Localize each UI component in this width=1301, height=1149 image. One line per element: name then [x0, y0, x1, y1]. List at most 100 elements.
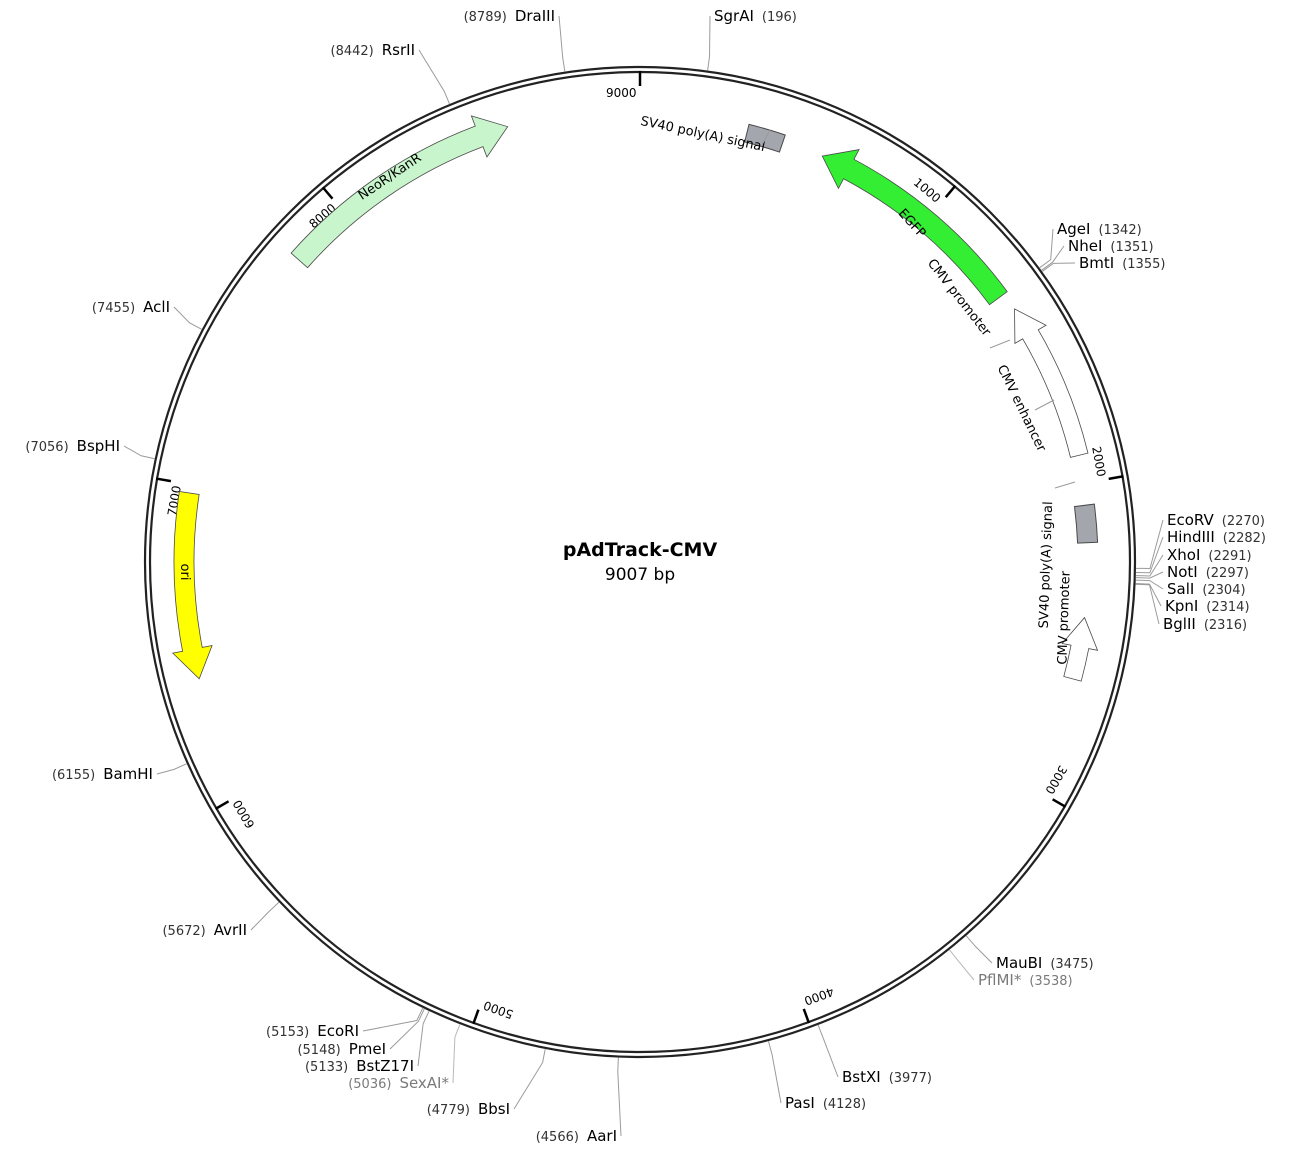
site-label-bglii[interactable]: BglII (2316) — [1163, 615, 1247, 633]
site-label-sgrai[interactable]: SgrAI (196) — [714, 7, 797, 25]
site-label-bbsi[interactable]: (4779) BbsI — [427, 1100, 510, 1118]
site-pos-noti: (2297) — [1206, 566, 1249, 581]
site-pos-ecori: (5153) — [266, 1025, 309, 1040]
tick-label-5000: 5000 — [482, 998, 515, 1022]
backbone-outer — [143, 65, 1137, 1059]
site-label-ecori[interactable]: (5153) EcoRI — [266, 1022, 359, 1040]
site-label-pasi[interactable]: PasI (4128) — [785, 1094, 866, 1112]
site-label-draiii[interactable]: (8789) DraIII — [464, 7, 555, 25]
tick-4000 — [802, 1008, 811, 1024]
leader-bmti — [1041, 262, 1076, 272]
site-label-bstz17i[interactable]: (5133) BstZ17I — [305, 1057, 414, 1075]
tick-7000 — [155, 477, 172, 483]
leader-bstz17i — [417, 1010, 430, 1067]
site-label-sexai[interactable]: (5036) SexAI* — [348, 1074, 449, 1092]
site-name-pflmi: PflMI* — [978, 971, 1022, 989]
site-label-aari[interactable]: (4566) AarI — [536, 1127, 617, 1145]
site-label-pflmi[interactable]: PflMI* (3538) — [978, 971, 1073, 989]
site-label-hindiii[interactable]: HindIII (2282) — [1167, 528, 1266, 546]
site-label-avrii[interactable]: (5672) AvrII — [162, 921, 247, 939]
tick-label-6000: 6000 — [230, 797, 257, 830]
site-name-nhei: NheI — [1068, 237, 1102, 255]
leader-aari — [617, 1057, 622, 1137]
leader-avrii — [250, 901, 280, 931]
site-label-sali[interactable]: SalI (2304) — [1167, 580, 1246, 598]
site-name-pasi: PasI — [785, 1094, 815, 1112]
site-name-xhoi: XhoI — [1167, 546, 1200, 564]
site-label-bmti[interactable]: BmtI (1355) — [1079, 254, 1165, 272]
site-label-pmei[interactable]: (5148) PmeI — [297, 1040, 386, 1058]
tick-3000 — [1051, 798, 1067, 808]
site-name-hindiii: HindIII — [1167, 528, 1215, 546]
site-name-bbsi: BbsI — [478, 1100, 510, 1118]
feature-ori[interactable] — [171, 491, 213, 680]
leader-sali — [1135, 579, 1164, 590]
site-name-noti: NotI — [1167, 563, 1198, 581]
tick-2000 — [1108, 474, 1124, 481]
site-label-maubi[interactable]: MauBI (3475) — [996, 954, 1094, 972]
site-pos-bsphi: (7056) — [25, 440, 68, 455]
site-label-xhoi[interactable]: XhoI (2291) — [1167, 546, 1252, 564]
site-name-sali: SalI — [1167, 580, 1194, 598]
leader-bamhi — [156, 763, 188, 775]
site-pos-nhei: (1351) — [1110, 240, 1153, 255]
site-pos-xhoi: (2291) — [1208, 549, 1251, 564]
site-pos-bstz17i: (5133) — [305, 1060, 348, 1075]
leader-sexai — [452, 1023, 461, 1084]
leader-pasi — [767, 1040, 782, 1104]
leader-cmve — [1034, 399, 1055, 411]
site-pos-bmti: (1355) — [1122, 257, 1165, 272]
tick-label-2000: 2000 — [1089, 445, 1108, 478]
site-name-kpni: KpnI — [1165, 597, 1198, 615]
site-name-agei: AgeI — [1057, 220, 1090, 238]
site-label-ecorv[interactable]: EcoRV (2270) — [1167, 511, 1265, 529]
leader-cmvp1 — [989, 339, 1011, 349]
site-pos-pflmi: (3538) — [1029, 974, 1072, 989]
leader-maubi — [965, 935, 993, 964]
site-pos-rsrii: (8442) — [331, 44, 374, 59]
tick-8000 — [321, 186, 334, 200]
site-pos-bglii: (2316) — [1204, 618, 1247, 633]
site-pos-draiii: (8789) — [464, 10, 507, 25]
site-name-bamhi: BamHI — [103, 765, 153, 783]
site-label-noti[interactable]: NotI (2297) — [1167, 563, 1249, 581]
feature-neor[interactable] — [290, 115, 509, 269]
site-pos-ecorv: (2270) — [1222, 514, 1265, 529]
site-label-bstxi[interactable]: BstXI (3977) — [842, 1068, 932, 1086]
site-name-draiii: DraIII — [515, 7, 555, 25]
backbone-inner — [148, 70, 1132, 1054]
site-name-bstxi: BstXI — [842, 1068, 881, 1086]
tick-label-9000: 9000 — [606, 86, 637, 100]
site-label-bsphi[interactable]: (7056) BspHI — [25, 437, 120, 455]
site-name-pmei: PmeI — [349, 1040, 386, 1058]
site-label-agei[interactable]: AgeI (1342) — [1057, 220, 1142, 238]
leader-bsphi — [123, 445, 155, 460]
tick-5000 — [472, 1009, 480, 1025]
site-label-bamhi[interactable]: (6155) BamHI — [52, 765, 153, 783]
site-name-maubi: MauBI — [996, 954, 1042, 972]
site-label-nhei[interactable]: NheI (1351) — [1068, 237, 1154, 255]
site-pos-agei: (1342) — [1098, 223, 1141, 238]
site-pos-aari: (4566) — [536, 1130, 579, 1145]
site-pos-sexai: (5036) — [348, 1077, 391, 1092]
leader-bstxi — [817, 1024, 839, 1078]
feature-sv40-polya-2[interactable] — [1073, 503, 1099, 544]
feature-cmv-promoter-1[interactable] — [1014, 308, 1089, 458]
site-name-ecorv: EcoRV — [1167, 511, 1215, 529]
feature-sv40-polya-1[interactable] — [744, 123, 786, 153]
feature-label-ori: ori — [177, 564, 192, 581]
feature-label-cmv-promoter-2: CMV promoter — [1055, 570, 1073, 665]
feature-cmv-promoter-2[interactable] — [1061, 616, 1099, 682]
feature-egfp[interactable] — [821, 149, 1008, 306]
site-label-kpni[interactable]: KpnI (2314) — [1165, 597, 1250, 615]
leader-nhei — [1040, 245, 1065, 271]
site-label-rsrii[interactable]: (8442) RsrII — [331, 41, 416, 59]
plasmid-length: 9007 bp — [605, 565, 675, 585]
feature-label-cmv-enhancer: CMV enhancer — [994, 363, 1049, 455]
leader-acli — [173, 306, 203, 330]
tick-label-4000: 4000 — [802, 984, 835, 1008]
leader-bbsi — [513, 1048, 546, 1110]
site-pos-bamhi: (6155) — [52, 768, 95, 783]
site-label-acli[interactable]: (7455) AclI — [92, 298, 170, 316]
site-name-ecori: EcoRI — [317, 1022, 359, 1040]
